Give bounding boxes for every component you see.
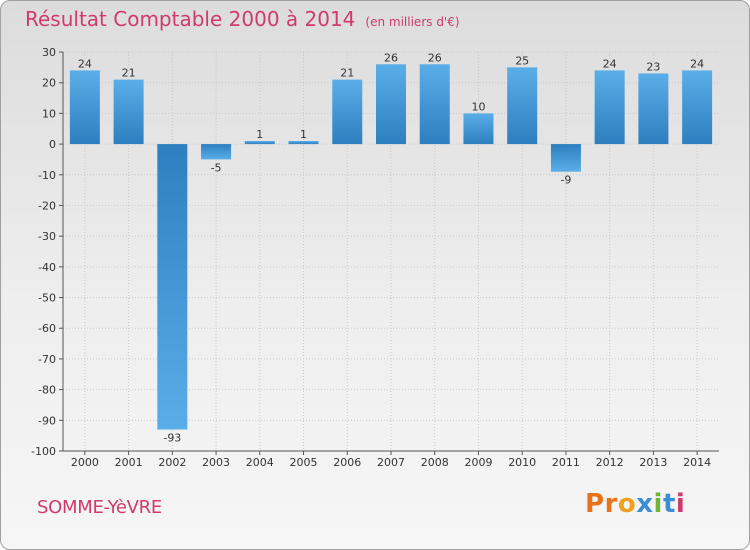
logo-letter: P	[585, 489, 605, 519]
proxiti-logo: Proxiti	[585, 489, 685, 519]
y-tick-label: -30	[38, 230, 56, 243]
x-tick-label: 2000	[71, 456, 99, 469]
commune-name: SOMME-YèVRE	[37, 497, 162, 518]
x-tick-label: 2001	[115, 456, 143, 469]
y-tick-label: -90	[38, 414, 56, 427]
data-label: 24	[78, 57, 92, 70]
x-tick-label: 2004	[246, 456, 274, 469]
data-label: 21	[340, 67, 354, 80]
y-tick-label: -20	[38, 199, 56, 212]
x-tick-label: 2007	[377, 456, 405, 469]
y-tick-label: 0	[49, 138, 56, 151]
x-tick-label: 2003	[202, 456, 230, 469]
bar-2002	[157, 144, 188, 430]
bar-2003	[201, 144, 232, 160]
x-tick-label: 2011	[552, 456, 580, 469]
data-label: 10	[471, 100, 485, 113]
data-label: 26	[384, 51, 398, 64]
data-label: 25	[515, 54, 529, 67]
logo-letter: i	[653, 489, 663, 519]
x-tick-label: 2010	[508, 456, 536, 469]
bar-2010	[507, 67, 538, 145]
y-tick-label: 10	[42, 107, 56, 120]
data-labels: 24 21 -93 -5 1 1 21 26 26 10 25 -9 24 23 24	[78, 51, 704, 444]
chart-title-text: Résultat Comptable 2000 à 2014	[25, 7, 356, 31]
data-label: 23	[646, 60, 660, 73]
chart-title: Résultat Comptable 2000 à 2014 (en millie…	[25, 7, 460, 31]
data-label: 24	[690, 57, 704, 70]
axes: 3020100-10-20-30-40-50-60-70-80-90-10020…	[31, 46, 719, 469]
bar-2008	[419, 64, 450, 145]
y-tick-label: -80	[38, 384, 56, 397]
chart-subtitle: (en milliers d'€)	[365, 15, 460, 29]
data-label: -5	[211, 161, 222, 174]
data-label: -93	[163, 432, 181, 445]
bar-2011	[550, 144, 581, 172]
logo-letter: i	[675, 489, 686, 519]
data-label: 21	[122, 67, 136, 80]
data-label: 24	[603, 57, 617, 70]
x-tick-label: 2002	[158, 456, 186, 469]
y-tick-label: 20	[42, 77, 56, 90]
x-tick-label: 2009	[464, 456, 492, 469]
logo-letter: o	[617, 489, 637, 519]
y-tick-label: -50	[38, 292, 56, 305]
x-tick-label: 2008	[421, 456, 449, 469]
data-label: 26	[428, 51, 442, 64]
y-tick-label: -10	[38, 169, 56, 182]
data-label: 1	[256, 128, 263, 141]
y-tick-label: 30	[42, 46, 56, 59]
x-tick-label: 2006	[333, 456, 361, 469]
logo-letter: x	[636, 489, 654, 519]
bars	[69, 64, 713, 430]
data-label: -9	[560, 174, 571, 187]
x-tick-label: 2005	[290, 456, 318, 469]
y-tick-label: -60	[38, 322, 56, 335]
bar-2009	[463, 113, 494, 145]
data-label: 1	[300, 128, 307, 141]
bar-2012	[594, 70, 625, 145]
logo-letter: t	[662, 489, 676, 519]
y-tick-label: -100	[31, 445, 56, 458]
y-tick-label: -70	[38, 353, 56, 366]
bar-2013	[638, 73, 669, 145]
logo-letter: r	[604, 489, 618, 519]
bar-2001	[113, 79, 144, 145]
x-tick-label: 2012	[596, 456, 624, 469]
bar-2007	[376, 64, 406, 145]
bar-2000	[69, 70, 100, 145]
bar-2014	[682, 70, 713, 145]
bar-2006	[332, 79, 363, 145]
bar-2004	[244, 141, 275, 145]
x-tick-label: 2013	[639, 456, 667, 469]
bar-2005	[288, 141, 319, 145]
x-tick-label: 2014	[683, 456, 711, 469]
y-tick-label: -40	[38, 261, 56, 274]
